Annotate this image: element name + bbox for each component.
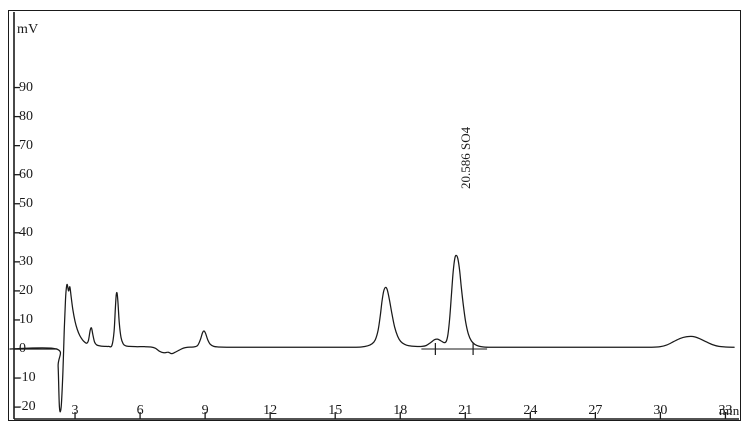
plot-frame bbox=[8, 10, 741, 421]
y-tick-label: 20 bbox=[19, 282, 33, 298]
y-tick-label: -10 bbox=[17, 370, 36, 386]
y-tick-label: 50 bbox=[19, 195, 33, 211]
x-tick-label: 27 bbox=[588, 403, 603, 418]
x-axis-unit-label: min bbox=[719, 403, 740, 418]
x-tick-label: 6 bbox=[136, 403, 144, 418]
y-axis-tick-marks bbox=[14, 86, 20, 408]
x-tick-label: 12 bbox=[263, 403, 278, 418]
x-tick-label: 15 bbox=[328, 403, 343, 418]
x-axis-tick-marks bbox=[74, 412, 727, 419]
y-tick-label: 80 bbox=[19, 108, 33, 124]
chromatogram-trace bbox=[9, 254, 735, 413]
peak-label-so4: 20.586 SO4 bbox=[458, 127, 474, 190]
y-tick-label: 60 bbox=[19, 166, 33, 182]
x-tick-label: 33 bbox=[718, 403, 733, 418]
x-tick-label: 30 bbox=[653, 403, 668, 418]
y-axis-unit-label: mV bbox=[17, 22, 39, 37]
y-tick-label: 40 bbox=[19, 224, 33, 240]
integration-tick-group bbox=[421, 343, 488, 355]
x-tick-label: 21 bbox=[458, 403, 473, 418]
y-tick-label: 30 bbox=[19, 253, 33, 269]
x-tick-label: 3 bbox=[71, 403, 79, 418]
y-tick-label: -20 bbox=[17, 399, 36, 415]
y-tick-label: 10 bbox=[19, 311, 33, 327]
y-tick-label: 0 bbox=[19, 341, 26, 356]
x-tick-label: 18 bbox=[393, 403, 408, 418]
x-tick-label: 24 bbox=[523, 403, 538, 418]
x-tick-label: 9 bbox=[201, 403, 209, 418]
y-tick-label: 70 bbox=[19, 137, 33, 153]
y-tick-label: 90 bbox=[19, 79, 33, 95]
